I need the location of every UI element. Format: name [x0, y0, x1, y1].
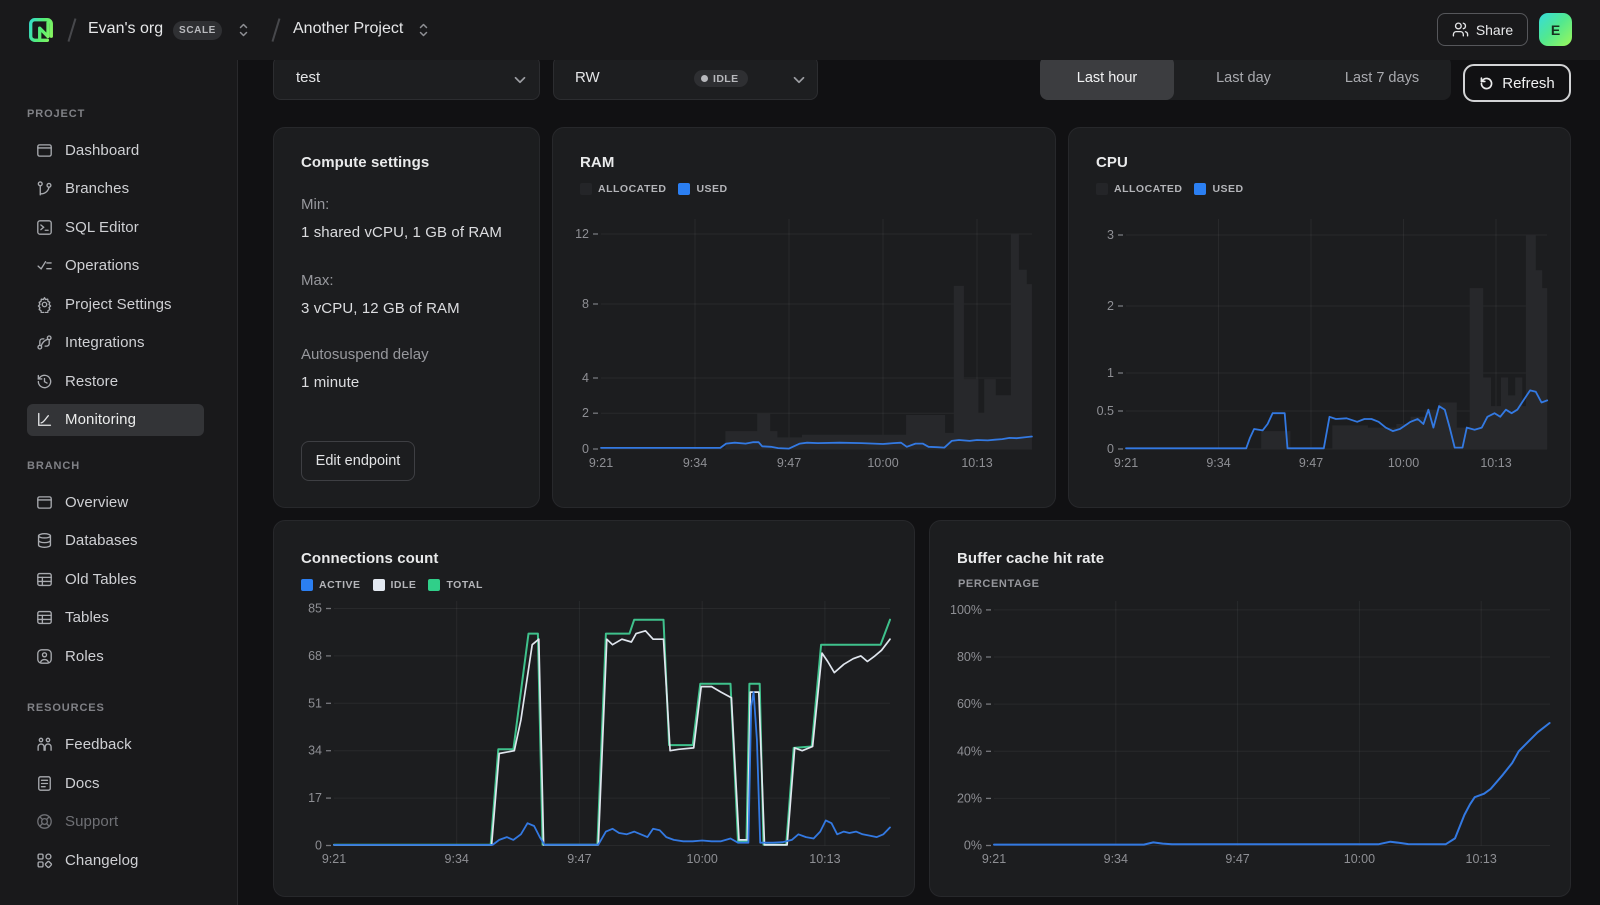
svg-text:51: 51: [308, 696, 322, 710]
svg-text:9:21: 9:21: [589, 456, 613, 470]
svg-text:4: 4: [582, 371, 589, 385]
svg-text:85: 85: [308, 602, 322, 616]
svg-text:9:34: 9:34: [1104, 852, 1128, 866]
svg-text:10:00: 10:00: [687, 852, 718, 866]
svg-text:10:00: 10:00: [1344, 852, 1375, 866]
svg-text:0.5: 0.5: [1097, 404, 1114, 418]
svg-text:68: 68: [308, 649, 322, 663]
svg-text:20%: 20%: [957, 791, 982, 805]
svg-text:12: 12: [575, 227, 589, 241]
svg-text:9:47: 9:47: [567, 852, 591, 866]
svg-text:9:47: 9:47: [1225, 852, 1249, 866]
svg-text:10:13: 10:13: [1480, 456, 1511, 470]
svg-text:34: 34: [308, 744, 322, 758]
svg-text:10:13: 10:13: [809, 852, 840, 866]
svg-text:9:47: 9:47: [777, 456, 801, 470]
svg-text:8: 8: [582, 297, 589, 311]
svg-text:3: 3: [1107, 228, 1114, 242]
svg-text:80%: 80%: [957, 650, 982, 664]
svg-text:10:00: 10:00: [1388, 456, 1419, 470]
svg-text:2: 2: [582, 406, 589, 420]
svg-text:9:34: 9:34: [445, 852, 469, 866]
svg-text:9:34: 9:34: [1206, 456, 1230, 470]
svg-text:1: 1: [1107, 366, 1114, 380]
svg-text:40%: 40%: [957, 744, 982, 758]
svg-text:60%: 60%: [957, 697, 982, 711]
svg-text:10:13: 10:13: [961, 456, 992, 470]
svg-text:9:21: 9:21: [322, 852, 346, 866]
svg-text:0%: 0%: [964, 839, 982, 853]
svg-text:9:21: 9:21: [1114, 456, 1138, 470]
svg-text:2: 2: [1107, 299, 1114, 313]
svg-text:0: 0: [315, 839, 322, 853]
svg-text:17: 17: [308, 791, 322, 805]
svg-text:9:47: 9:47: [1299, 456, 1323, 470]
svg-text:10:00: 10:00: [867, 456, 898, 470]
svg-text:9:21: 9:21: [982, 852, 1006, 866]
svg-text:100%: 100%: [950, 603, 982, 617]
svg-text:9:34: 9:34: [683, 456, 707, 470]
svg-text:0: 0: [1107, 442, 1114, 456]
svg-text:0: 0: [582, 442, 589, 456]
svg-text:10:13: 10:13: [1466, 852, 1497, 866]
